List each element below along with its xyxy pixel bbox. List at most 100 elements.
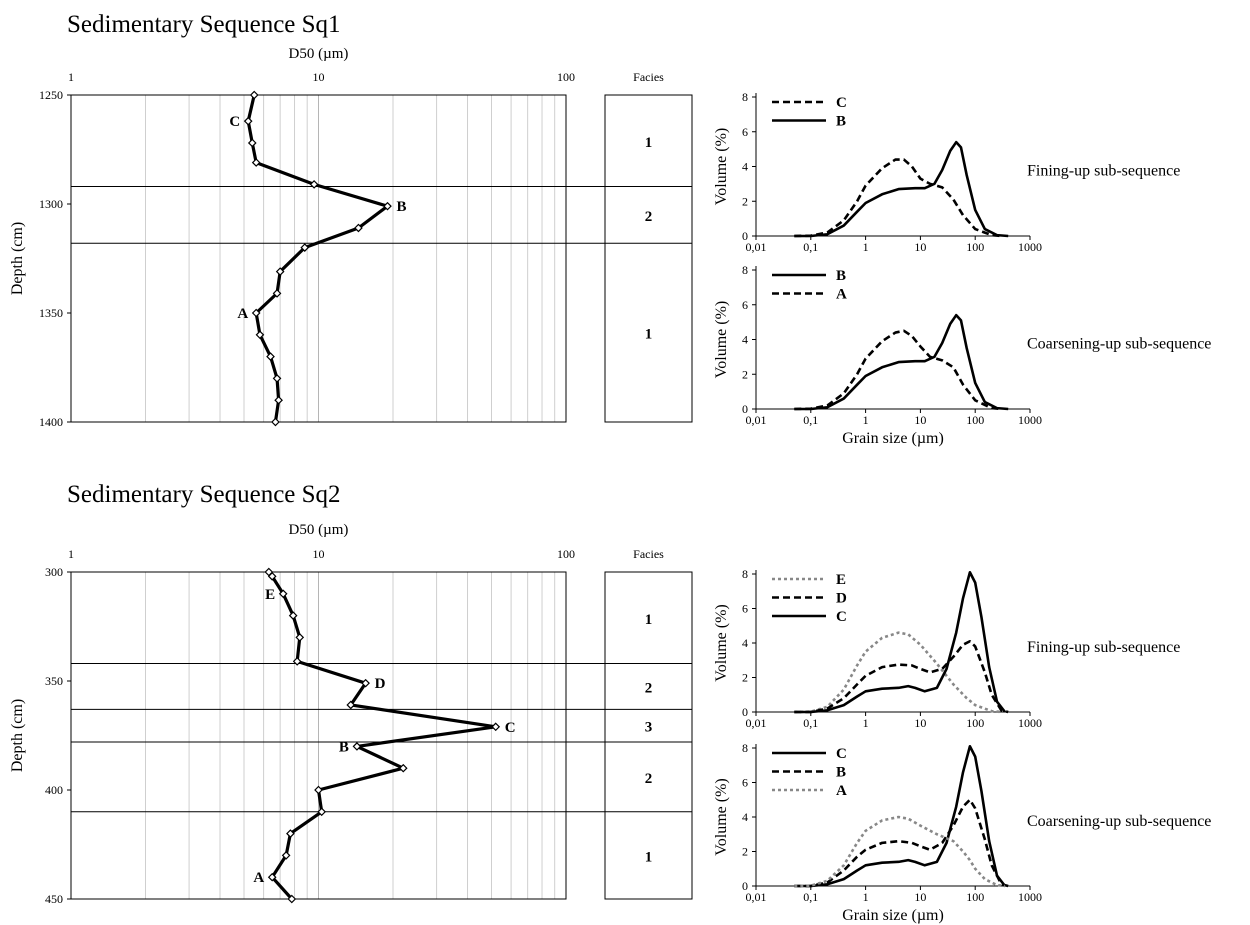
sample-marker [274,395,283,405]
sample-label: C [229,114,240,130]
legend-label: B [836,268,846,284]
grain-size-chart: 0 2 4 6 8 0,01 0,1 1 10 100 1000 Volume (%) Grain si… [713,741,1211,924]
legend-label: C [836,746,847,762]
x-tick-label: 100 [557,547,575,561]
sample-marker [272,374,282,383]
x-tick-label: 1000 [1018,716,1042,730]
sample-marker [251,308,261,318]
y-tick-label: 2 [742,194,748,208]
x-axis-label: Grain size (µm) [842,907,944,924]
series-line-b [794,140,1009,238]
facies-label: 2 [645,680,653,696]
sample-label: B [339,739,349,755]
d50-profile-line [246,94,390,423]
facies-label: 1 [645,135,653,151]
x-tick-label: 1 [863,716,869,730]
x-tick-label: 0,01 [746,413,767,427]
y-tick-label: 6 [742,776,748,790]
plot-frame [70,571,567,900]
sub-sequence-label: Coarsening-up sub-sequence [1027,336,1211,353]
series-line-a [794,329,1002,411]
series-line-a [794,815,1006,888]
sample-marker [317,807,327,817]
y-tick-label: 6 [742,602,748,616]
legend-label: B [836,765,846,781]
grain-size-chart: 0 2 4 6 8 0,01 0,1 1 10 100 1000 Volume (%) Grain si… [713,263,1211,447]
sample-label: E [265,587,275,603]
sample-marker [346,700,356,710]
y-tick-label: 8 [742,263,748,277]
x-tick-label: 1 [68,547,74,561]
sample-marker [309,180,319,189]
grain-size-chart: 0 2 4 6 8 0,01 0,1 1 10 100 1000 Volume (%) Fining-u… [713,567,1180,730]
y-axis-label: Depth (cm) [9,222,26,295]
y-tick-label: 0 [742,402,748,416]
y-tick-label: 2 [742,367,748,381]
sample-marker [255,330,265,340]
d50-profile-line [267,571,498,901]
y-axis-label: Volume (%) [713,128,730,205]
x-tick-label: 10 [313,70,325,84]
sample-label: B [396,199,406,215]
facies-label: 1 [645,327,653,343]
x-tick-label: 10 [914,413,926,427]
legend-label: D [836,591,847,607]
sample-marker [398,763,408,773]
facies-header: Facies [633,70,664,84]
facies-label: 2 [645,209,653,225]
sample-label: A [253,870,264,886]
chart-title: Sedimentary Sequence Sq1 [67,11,341,38]
sample-marker [383,201,392,211]
sample-marker [300,243,310,252]
x-tick-label: 100 [966,240,984,254]
facies-label: 1 [645,849,653,865]
x-axis-label: D50 (µm) [289,522,349,538]
y-tick-label: 1250 [39,88,63,102]
x-tick-label: 100 [966,413,984,427]
sub-sequence-label: Coarsening-up sub-sequence [1027,813,1211,830]
series-line-d [794,639,1009,714]
y-axis-label: Volume (%) [713,604,730,681]
facies-label: 2 [645,771,653,787]
series-line-b [794,313,1009,411]
x-tick-label: 100 [966,716,984,730]
x-tick-label: 0,1 [803,890,818,904]
x-tick-label: 0,01 [746,240,767,254]
y-tick-label: 350 [45,674,63,688]
sample-marker [314,785,323,795]
x-tick-label: 0,1 [803,240,818,254]
x-tick-label: 1 [68,70,74,84]
sample-marker [272,289,282,298]
legend-label: A [836,287,847,303]
sample-label: A [237,306,248,322]
y-tick-label: 4 [742,810,748,824]
legend-label: C [836,95,847,111]
series-line-b [794,798,1009,888]
plot-frame [70,94,567,423]
y-axis-label: Volume (%) [713,301,730,378]
series-line-e [794,631,1002,714]
y-tick-label: 1350 [39,306,63,320]
x-tick-label: 100 [557,70,575,84]
y-tick-label: 0 [742,229,748,243]
x-tick-label: 1 [863,890,869,904]
sample-marker [271,417,280,427]
y-tick-label: 4 [742,333,748,347]
y-axis-label: Volume (%) [713,778,730,855]
y-tick-label: 2 [742,845,748,859]
y-tick-label: 4 [742,160,748,174]
sample-marker [266,352,275,361]
y-tick-label: 450 [45,892,63,906]
sample-marker [243,116,253,126]
y-tick-label: 8 [742,90,748,104]
sample-marker [278,589,288,599]
series-line-c [794,570,1007,714]
y-tick-label: 6 [742,125,748,139]
x-tick-label: 0,01 [746,890,767,904]
x-tick-label: 10 [914,890,926,904]
sample-marker [251,158,261,167]
legend-label: C [836,609,847,625]
x-tick-label: 0,01 [746,716,767,730]
